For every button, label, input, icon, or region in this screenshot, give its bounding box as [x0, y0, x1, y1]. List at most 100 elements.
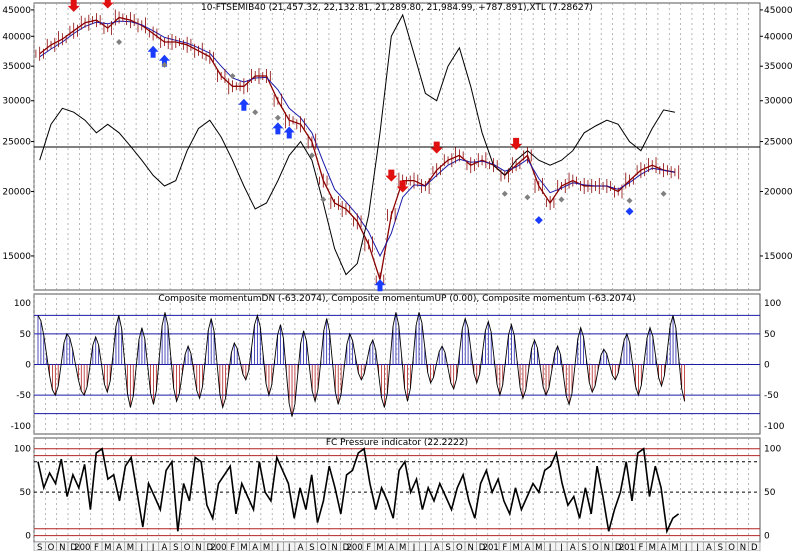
- month-label: F: [502, 543, 507, 551]
- month-label: 2008: [210, 543, 232, 551]
- month-label: M: [512, 543, 519, 551]
- month-label: D: [479, 543, 486, 551]
- grey-diamond: [524, 194, 531, 201]
- month-label: M: [535, 543, 542, 551]
- month-label: D: [615, 543, 622, 551]
- momentum-panel-title: Composite momentumDN (-63.2074), Composi…: [158, 294, 635, 304]
- month-label: O: [48, 543, 55, 551]
- month-label: M: [399, 543, 406, 551]
- month-label: M: [127, 543, 134, 551]
- month-label: A: [570, 543, 576, 551]
- pressure-tick-label: 100: [764, 445, 781, 455]
- month-label: F: [94, 543, 99, 551]
- month-label: D: [751, 543, 758, 551]
- momentum-tick-label: -50: [764, 391, 779, 401]
- price-tick-label: 30000: [764, 97, 793, 107]
- month-label: D: [207, 543, 214, 551]
- month-label: 2011: [619, 543, 641, 551]
- month-label: J: [140, 543, 144, 551]
- grey-diamond: [229, 73, 236, 80]
- price-tick-label: 15000: [764, 252, 793, 262]
- month-label: D: [70, 543, 77, 551]
- grey-diamond: [626, 197, 633, 204]
- month-label: O: [184, 543, 191, 551]
- grey-diamond: [308, 152, 315, 159]
- month-label: J: [559, 543, 563, 551]
- month-label: J: [287, 543, 291, 551]
- momentum-tick-label: 0: [764, 361, 770, 371]
- price-tick-label: 15000: [2, 252, 31, 262]
- grey-diamond: [161, 61, 168, 68]
- sell-arrow: [510, 137, 523, 150]
- price-axis: 15000 15000 20000 20000 25000 25000 30000 30000…: [2, 6, 793, 262]
- month-label: S: [37, 543, 42, 551]
- grey-diamond: [660, 190, 667, 197]
- month-label: O: [320, 543, 327, 551]
- price-tick-label: 25000: [2, 138, 31, 148]
- sell-arrow: [67, 0, 80, 12]
- month-label: J: [548, 543, 552, 551]
- month-label: A: [252, 543, 258, 551]
- month-label: S: [718, 543, 723, 551]
- pressure-tick-label: 100: [14, 445, 31, 455]
- buy-arrow: [283, 126, 295, 139]
- price-panel-title: 10-FTSEMIB40 (21,457.32, 22,132.81, 21,2…: [201, 3, 593, 13]
- month-label: S: [581, 543, 586, 551]
- buy-arrow: [238, 98, 250, 111]
- sell-arrow: [430, 141, 443, 154]
- momentum-tick-label: 100: [14, 299, 31, 309]
- oscillator-overlay-line: [39, 13, 675, 276]
- month-label: M: [671, 543, 678, 551]
- pressure-plot: [34, 447, 760, 537]
- month-label: A: [706, 543, 712, 551]
- pressure-axis: 0 0 50 50 100 100: [14, 445, 782, 542]
- price-tick-label: 30000: [2, 97, 31, 107]
- month-label: J: [412, 543, 416, 551]
- month-label: M: [104, 543, 111, 551]
- month-label: O: [728, 543, 735, 551]
- pressure-tick-label: 50: [20, 488, 32, 498]
- month-label: S: [309, 543, 314, 551]
- month-label: F: [366, 543, 371, 551]
- grey-diamond: [116, 38, 123, 45]
- month-label: 2010: [483, 543, 505, 551]
- grey-diamond: [501, 190, 508, 197]
- price-tick-label: 45000: [2, 6, 31, 16]
- month-label: D: [343, 543, 350, 551]
- month-label: O: [456, 543, 463, 551]
- month-label: J: [276, 543, 280, 551]
- month-label: J: [423, 543, 427, 551]
- grey-diamond: [558, 196, 565, 203]
- pressure-tick-label: 0: [25, 532, 31, 542]
- pressure-tick-label: 50: [764, 488, 776, 498]
- price-plot: [34, 0, 760, 292]
- month-label: J: [684, 543, 688, 551]
- price-tick-label: 20000: [2, 188, 31, 198]
- month-label: N: [59, 543, 65, 551]
- month-label: N: [604, 543, 610, 551]
- grey-diamond: [320, 196, 327, 203]
- price-tick-label: 45000: [764, 6, 793, 16]
- sell-arrow: [396, 180, 409, 193]
- pressure-tick-label: 0: [764, 532, 770, 542]
- month-label: A: [116, 543, 122, 551]
- month-label: M: [263, 543, 270, 551]
- buy-arrow: [272, 122, 284, 135]
- month-label: N: [195, 543, 201, 551]
- month-label: M: [376, 543, 383, 551]
- price-tick-label: 35000: [764, 62, 793, 72]
- month-label: A: [388, 543, 394, 551]
- price-tick-label: 40000: [2, 32, 31, 42]
- price-tick-label: 40000: [764, 32, 793, 42]
- month-label: A: [661, 543, 667, 551]
- sell-arrow: [385, 169, 398, 182]
- month-label: F: [230, 543, 235, 551]
- sell-arrow: [101, 0, 114, 9]
- month-label: M: [240, 543, 247, 551]
- month-label: N: [331, 543, 337, 551]
- month-label: A: [434, 543, 440, 551]
- month-label: A: [162, 543, 168, 551]
- price-tick-label: 35000: [2, 62, 31, 72]
